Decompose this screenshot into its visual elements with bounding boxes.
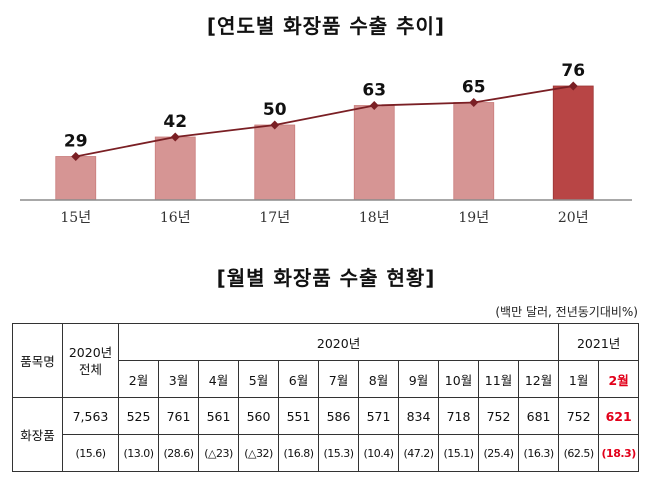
data-label: 50 (263, 100, 287, 120)
growth-cell: (△23) (198, 434, 239, 472)
row-label: 화장품 (12, 397, 63, 472)
value-cell-highlight: 621 (598, 397, 640, 435)
total-2020-header: 2020년 전체 (62, 323, 119, 398)
trend-marker (369, 101, 379, 110)
trend-marker (71, 152, 81, 161)
header-row-months: 2월 3월 4월 5월 6월 7월 8월 9월 10월 11월 12월 1월 2… (13, 360, 640, 398)
growth-cell: (25.4) (478, 434, 519, 472)
bar-20년 (552, 85, 594, 201)
value-cell: 752 (478, 397, 519, 435)
month-header: 2월 (118, 360, 159, 398)
month-header: 6월 (278, 360, 319, 398)
labels-layer: 29 15년 42 16년 50 17년 63 18년 65 19년 76 20년 (60, 61, 588, 226)
trend-marker (170, 132, 180, 142)
x-tick-label: 15년 (60, 210, 91, 226)
bar-17년 (254, 124, 296, 201)
data-label: 76 (561, 61, 585, 81)
bars-layer (55, 85, 594, 201)
total-2020-header-line2: 전체 (78, 361, 102, 377)
month-header: 10월 (438, 360, 479, 398)
monthly-export-table: 품목명 2020년 전체 2020년 2021년 2월 3월 4월 5월 6월 … (12, 323, 640, 472)
month-header-highlight: 2월 (598, 360, 640, 398)
trend-marker (568, 81, 578, 91)
month-header: 9월 (398, 360, 439, 398)
value-cell: 525 (118, 397, 159, 435)
growth-cell: (15.1) (438, 434, 479, 472)
export-trend-chart: 29 15년 42 16년 50 17년 63 18년 65 19년 76 20년 (20, 61, 632, 226)
value-cell: 560 (238, 397, 279, 435)
growth-cell: (△32) (238, 434, 279, 472)
x-tick-label: 20년 (558, 210, 589, 226)
month-header: 1월 (558, 360, 600, 398)
bar-18년 (353, 105, 395, 201)
month-header: 7월 (318, 360, 359, 398)
growth-cell-highlight: (18.3) (598, 434, 640, 472)
table-title: [월별 화장품 수출 현황] (216, 266, 436, 290)
bar-15년 (55, 156, 97, 201)
value-row: 화장품 7,563 525 761 561 560 551 586 571 83… (12, 397, 640, 472)
growth-cell: (16.8) (278, 434, 319, 472)
x-tick-label: 17년 (259, 210, 290, 226)
value-cell: 551 (278, 397, 319, 435)
value-cell: 571 (358, 397, 399, 435)
growth-cell: (16.3) (517, 434, 560, 472)
trend-line-layer (71, 81, 578, 161)
item-header: 품목명 (12, 323, 63, 398)
data-label: 65 (462, 78, 486, 98)
month-header: 5월 (238, 360, 279, 398)
x-tick-label: 18년 (359, 210, 390, 226)
growth-cell: (13.0) (118, 434, 159, 472)
value-cell: 752 (558, 397, 600, 435)
trend-marker (270, 120, 280, 130)
growth-cell: (15.3) (318, 434, 359, 472)
bar-19년 (453, 102, 495, 201)
growth-cell: (28.6) (158, 434, 199, 472)
value-cell: 7,563 (62, 397, 119, 435)
value-cell: 681 (517, 397, 560, 435)
data-label: 63 (362, 81, 386, 101)
year-2021-header: 2021년 (558, 323, 640, 361)
data-label: 29 (64, 132, 88, 152)
bar-16년 (154, 136, 196, 201)
growth-cell: (62.5) (558, 434, 600, 472)
value-cell: 718 (438, 397, 479, 435)
year-2020-header: 2020년 (117, 323, 560, 361)
trend-line (75, 85, 574, 158)
value-cell: 834 (398, 397, 439, 435)
x-tick-label: 16년 (160, 210, 191, 226)
value-cell: 761 (158, 397, 199, 435)
value-cell: 561 (198, 397, 239, 435)
growth-cell: (10.4) (358, 434, 399, 472)
unit-label: (백만 달러, 전년동기대비%) (495, 305, 638, 319)
growth-cell: (15.6) (62, 434, 119, 472)
x-tick-label: 19년 (458, 210, 489, 226)
header-row-1: 품목명 2020년 전체 2020년 2021년 (12, 323, 640, 398)
growth-cell: (47.2) (398, 434, 439, 472)
trend-marker (469, 98, 479, 107)
data-label: 42 (163, 112, 187, 132)
chart-title: [연도별 화장품 수출 추이] (206, 14, 446, 38)
growth-row: (15.6) (13.0) (28.6) (△23) (△32) (16.8) … (13, 434, 640, 472)
month-header: 12월 (517, 360, 560, 398)
value-cell: 586 (318, 397, 359, 435)
month-header: 11월 (478, 360, 519, 398)
total-2020-header-line1: 2020년 (68, 344, 113, 360)
month-header: 8월 (358, 360, 399, 398)
month-header: 3월 (158, 360, 199, 398)
month-header: 4월 (198, 360, 239, 398)
